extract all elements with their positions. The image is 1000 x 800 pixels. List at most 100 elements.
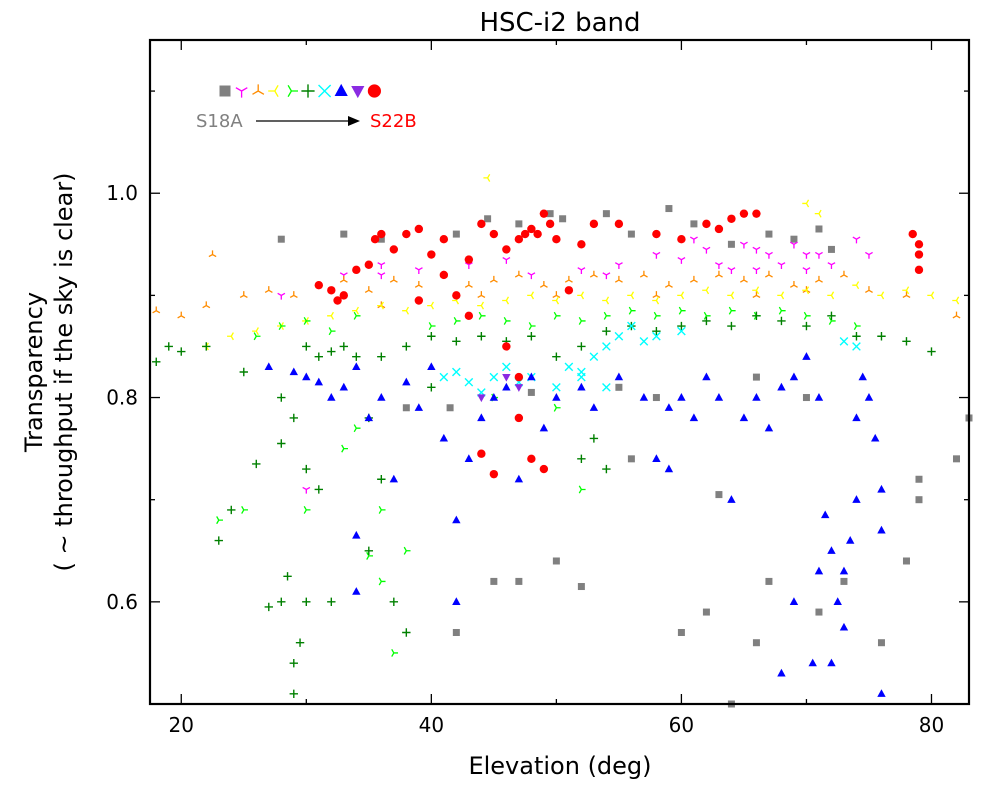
data-point — [502, 342, 511, 351]
data-point — [208, 250, 217, 258]
data-point — [478, 311, 486, 320]
data-point — [927, 291, 935, 300]
data-point — [908, 229, 917, 239]
data-point — [514, 235, 524, 244]
data-point — [877, 525, 886, 534]
data-point — [858, 372, 867, 381]
data-point — [802, 321, 811, 331]
data-point — [514, 413, 524, 423]
data-point — [152, 357, 161, 366]
data-point — [389, 275, 398, 283]
data-point — [333, 296, 342, 305]
data-point — [789, 597, 799, 605]
data-point — [402, 628, 411, 637]
data-point — [227, 332, 234, 341]
data-point — [439, 433, 449, 442]
data-point — [739, 413, 749, 422]
plot-frame — [148, 38, 971, 706]
data-point — [378, 577, 386, 586]
data-point — [477, 449, 486, 458]
legend-marker-6 — [318, 84, 332, 98]
data-point — [839, 622, 849, 631]
data-point — [952, 296, 960, 305]
data-point — [877, 639, 885, 647]
data-point — [652, 251, 661, 259]
data-point — [515, 220, 523, 228]
data-point — [352, 306, 359, 315]
legend-marker-4 — [287, 84, 298, 98]
data-point — [327, 347, 336, 356]
data-point — [552, 291, 561, 299]
data-point — [414, 280, 423, 288]
data-point — [527, 291, 535, 300]
x-tick-label: 80 — [919, 713, 944, 737]
data-point — [303, 316, 311, 325]
data-point — [464, 262, 473, 269]
legend-marker-1 — [235, 87, 248, 98]
data-point — [653, 311, 661, 320]
data-point — [364, 546, 374, 555]
data-point — [827, 291, 835, 300]
data-point — [727, 214, 736, 223]
data-point — [839, 270, 848, 278]
data-point — [664, 464, 674, 473]
data-point — [589, 434, 599, 443]
data-point — [814, 392, 824, 401]
data-point — [202, 301, 211, 309]
y-tick-label: 0.8 — [106, 386, 138, 410]
data-point — [514, 270, 523, 278]
x-tick-label: 60 — [669, 713, 694, 737]
data-point — [564, 286, 574, 295]
data-point — [502, 296, 510, 305]
data-point — [577, 291, 585, 300]
data-point — [852, 236, 861, 244]
data-point — [289, 413, 298, 423]
legend-marker-9 — [367, 84, 381, 98]
data-point — [327, 311, 334, 320]
data-point — [539, 209, 549, 218]
data-point — [603, 311, 611, 320]
data-point — [864, 392, 874, 401]
data-point — [464, 454, 474, 462]
data-point — [614, 219, 624, 229]
data-point — [314, 485, 324, 494]
data-point — [339, 342, 349, 351]
data-point — [689, 236, 698, 244]
data-point — [239, 291, 248, 299]
series-8-tri_down_filled — [477, 373, 524, 403]
axis-ticks-layer: 20 40 60 80 0.6 0.8 1.0 — [106, 40, 969, 737]
data-point — [502, 362, 511, 372]
data-point — [765, 577, 773, 585]
data-point — [539, 423, 549, 432]
data-point — [727, 291, 735, 300]
series-4-tri_right_thin — [216, 306, 861, 657]
data-point — [677, 628, 685, 636]
data-point — [352, 587, 361, 595]
data-point — [865, 251, 873, 259]
data-point — [303, 505, 311, 514]
data-point — [439, 270, 449, 280]
data-point — [652, 229, 661, 239]
data-point — [302, 597, 311, 607]
data-point — [553, 403, 561, 412]
data-point — [241, 505, 248, 514]
data-point — [289, 689, 298, 698]
data-point — [652, 296, 660, 305]
data-point — [327, 597, 336, 607]
data-point — [815, 608, 823, 616]
data-point — [464, 377, 474, 387]
data-point — [389, 245, 399, 254]
data-point — [370, 235, 380, 244]
data-point — [177, 347, 186, 356]
data-point — [765, 230, 773, 238]
data-point — [527, 388, 535, 396]
data-point — [627, 321, 636, 331]
data-point — [789, 280, 798, 288]
data-point — [727, 267, 736, 275]
data-point — [364, 413, 374, 422]
data-point — [802, 286, 810, 295]
data-point — [527, 332, 536, 341]
data-point — [752, 373, 760, 381]
data-point — [902, 557, 910, 565]
legend-arrow-head — [348, 116, 360, 126]
